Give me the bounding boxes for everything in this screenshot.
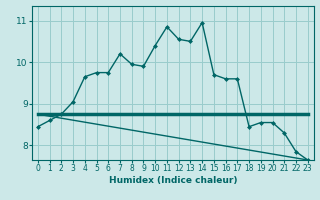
X-axis label: Humidex (Indice chaleur): Humidex (Indice chaleur) [108, 176, 237, 185]
